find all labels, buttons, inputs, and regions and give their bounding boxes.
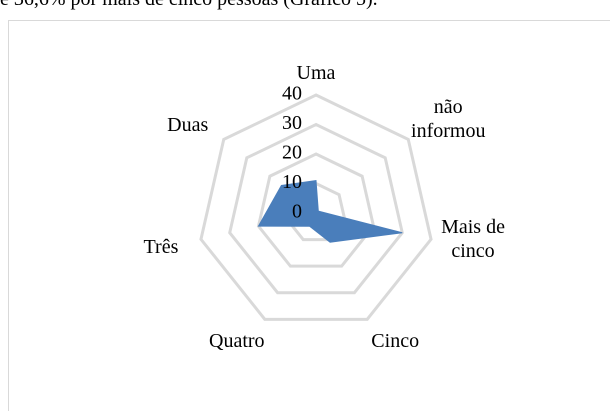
r-tick-label: 40 bbox=[282, 83, 302, 105]
grid-ring bbox=[228, 122, 404, 295]
grid-ring bbox=[199, 93, 433, 321]
category-label: não informou bbox=[411, 96, 486, 143]
r-tick-label: 20 bbox=[282, 142, 302, 164]
data-area bbox=[257, 179, 403, 243]
r-tick-label: 10 bbox=[282, 171, 302, 193]
r-tick-label: 30 bbox=[282, 112, 302, 134]
category-label: Cinco bbox=[371, 330, 420, 353]
grid-ring bbox=[256, 152, 376, 268]
category-label: Duas bbox=[167, 114, 209, 137]
category-label: Quatro bbox=[209, 330, 265, 353]
caption: e 36,6% por mais de cinco pessoas (Gráfi… bbox=[0, 0, 378, 11]
r-tick-label: 0 bbox=[292, 201, 302, 223]
category-label: Três bbox=[143, 236, 179, 259]
category-label: Uma bbox=[296, 62, 336, 84]
category-label: Mais de cinco bbox=[441, 216, 505, 263]
